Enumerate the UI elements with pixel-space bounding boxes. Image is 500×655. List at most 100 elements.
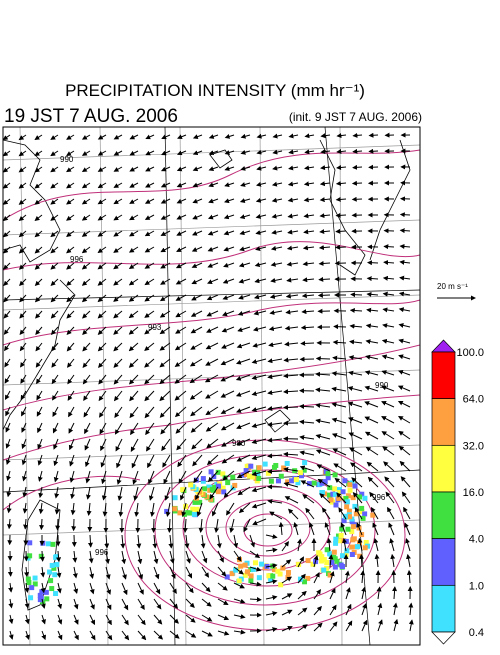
wind-vector	[288, 231, 298, 233]
precip-cell	[253, 560, 258, 565]
precip-cell	[333, 502, 338, 507]
wind-vector	[58, 599, 61, 608]
wind-vector	[83, 167, 90, 171]
precip-cell	[52, 572, 57, 577]
wind-vector	[408, 555, 410, 567]
wind-vector	[122, 551, 124, 563]
wind-vector	[161, 423, 170, 434]
wind-vector	[191, 407, 202, 416]
wind-vector	[152, 503, 154, 516]
wind-vector	[57, 519, 58, 530]
wind-vector	[270, 311, 282, 313]
wind-vector	[287, 279, 298, 281]
wind-vector	[320, 215, 330, 216]
wind-vector	[346, 588, 350, 599]
wind-vector	[19, 215, 26, 220]
wind-vector	[176, 407, 186, 416]
isobar	[3, 300, 420, 345]
wind-vector	[83, 135, 90, 139]
wind-vector	[362, 621, 367, 631]
precip-cell	[259, 562, 264, 567]
wind-vector	[26, 615, 28, 623]
wind-vector	[226, 135, 234, 138]
wind-vector	[305, 135, 314, 136]
wind-vector	[202, 535, 204, 548]
wind-vector	[337, 183, 346, 184]
wind-vector	[257, 199, 266, 201]
wind-vector	[400, 246, 410, 247]
wind-vector	[99, 343, 106, 351]
wind-vector	[83, 359, 90, 367]
wind-vector	[115, 407, 122, 417]
wind-vector	[339, 508, 346, 519]
wind-vector	[88, 487, 90, 499]
wind-vector	[222, 343, 234, 348]
wind-vector	[58, 615, 61, 624]
precip-cell	[359, 506, 364, 511]
wind-vector	[20, 247, 26, 253]
wind-vector	[224, 263, 234, 267]
wind-vector	[130, 151, 138, 155]
precip-cell	[257, 575, 262, 580]
wind-vector	[178, 135, 186, 138]
wind-vector	[284, 375, 298, 376]
wind-vector	[389, 523, 394, 535]
wind-vector	[321, 183, 330, 184]
wind-vector	[67, 215, 74, 220]
wind-vector	[118, 471, 122, 484]
precip-cell	[173, 495, 178, 500]
wind-vector	[353, 135, 362, 136]
wind-vector	[378, 587, 380, 599]
colorbar-segment	[432, 399, 455, 446]
wind-vector	[67, 311, 74, 318]
precip-cell	[362, 496, 367, 501]
wind-vector	[186, 551, 190, 563]
wind-vector	[84, 407, 90, 417]
wind-vector	[116, 439, 122, 451]
wind-vector	[316, 374, 330, 375]
wind-vector	[154, 615, 162, 624]
wind-vector	[145, 359, 154, 367]
wind-vector	[362, 571, 363, 583]
precip-cell	[355, 544, 360, 549]
wind-vector	[193, 263, 202, 267]
wind-vector	[5, 359, 10, 367]
wind-vector	[302, 327, 314, 328]
wind-vector	[8, 471, 10, 480]
wind-vector	[90, 599, 94, 609]
wind-vector	[9, 503, 10, 512]
precip-cell	[286, 570, 291, 575]
wind-vector	[122, 615, 128, 625]
wind-vector	[209, 215, 218, 218]
precip-cell	[302, 460, 307, 465]
precip-cell	[40, 541, 45, 546]
wind-vector	[399, 401, 410, 407]
wind-vector	[209, 199, 218, 202]
wind-vector	[284, 359, 298, 360]
wind-vector	[176, 311, 186, 317]
wind-vector	[282, 542, 288, 551]
wind-vector	[268, 391, 282, 393]
wind-vector	[404, 508, 410, 519]
precip-cell	[342, 478, 347, 483]
wind-vector	[7, 439, 10, 448]
wind-vector	[287, 295, 298, 297]
wind-vector	[405, 523, 410, 535]
wind-vector	[252, 423, 266, 427]
wind-vector	[330, 606, 336, 615]
wind-vector	[336, 231, 346, 232]
wind-vector	[36, 327, 42, 334]
wind-vector	[384, 278, 394, 279]
wind-vector	[120, 503, 122, 516]
wind-vector	[98, 295, 106, 301]
wind-vector	[51, 279, 58, 285]
longitude-line	[180, 127, 186, 645]
precip-cell	[248, 578, 253, 583]
title: PRECIPITATION INTENSITY (mm hr⁻¹)	[65, 81, 365, 100]
wind-vector	[130, 407, 138, 417]
wind-vector	[319, 295, 330, 296]
wind-vector	[4, 295, 10, 302]
wind-vector	[218, 631, 228, 634]
wind-vector	[304, 215, 314, 216]
wind-vector	[191, 391, 202, 399]
